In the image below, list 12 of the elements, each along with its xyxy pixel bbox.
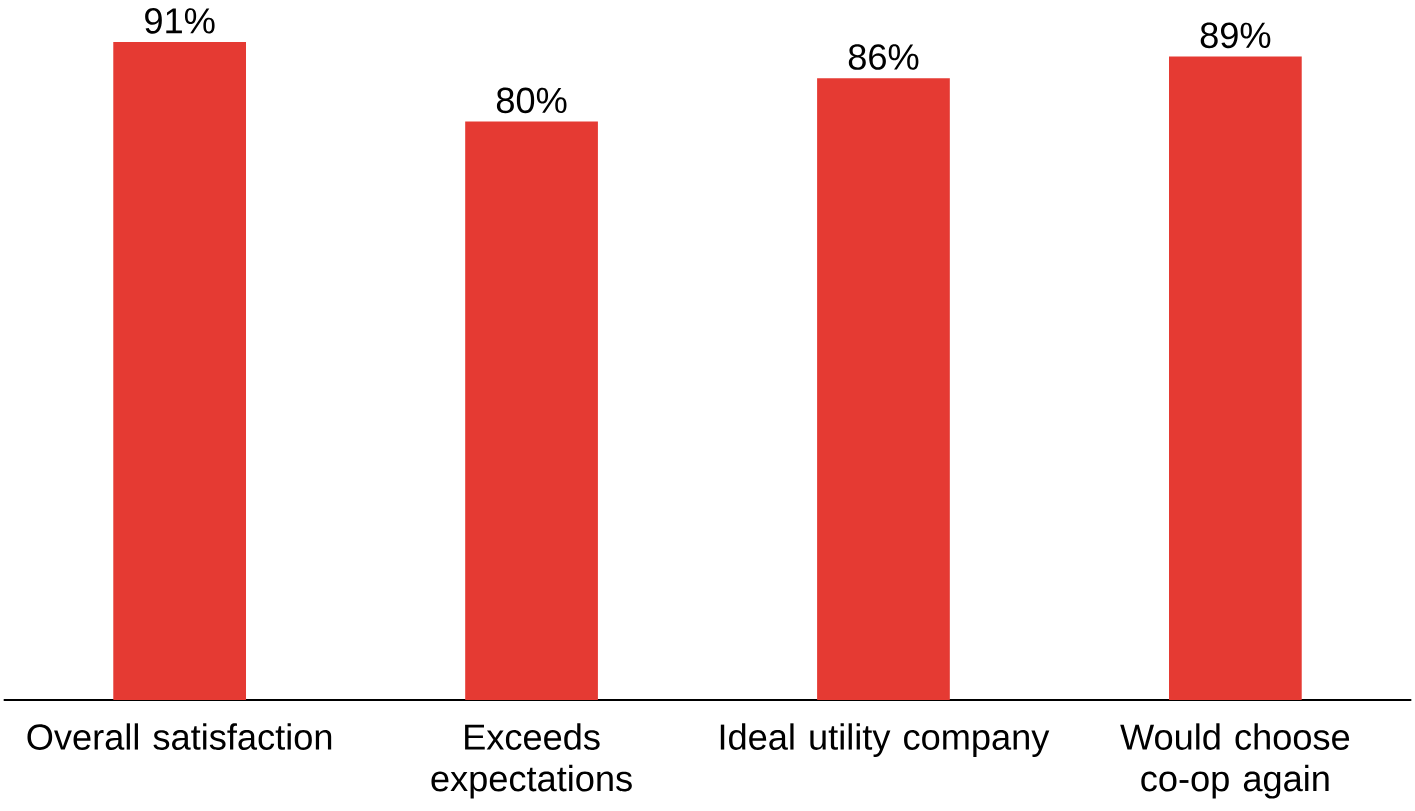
bar xyxy=(1169,56,1302,701)
data-label: 91% xyxy=(145,8,215,34)
x-tick-label: Overall satisfaction xyxy=(27,723,332,751)
bar xyxy=(465,121,598,701)
x-tick-label: Exceeds expectations xyxy=(431,723,632,799)
data-label: 80% xyxy=(496,87,567,114)
bar xyxy=(817,78,950,701)
data-label: 86% xyxy=(848,44,919,70)
x-tick-label: Would choose co-op again xyxy=(1120,723,1350,799)
x-tick-label: Ideal utility company xyxy=(720,723,1050,758)
bar xyxy=(113,42,247,701)
data-label: 89% xyxy=(1200,22,1271,49)
